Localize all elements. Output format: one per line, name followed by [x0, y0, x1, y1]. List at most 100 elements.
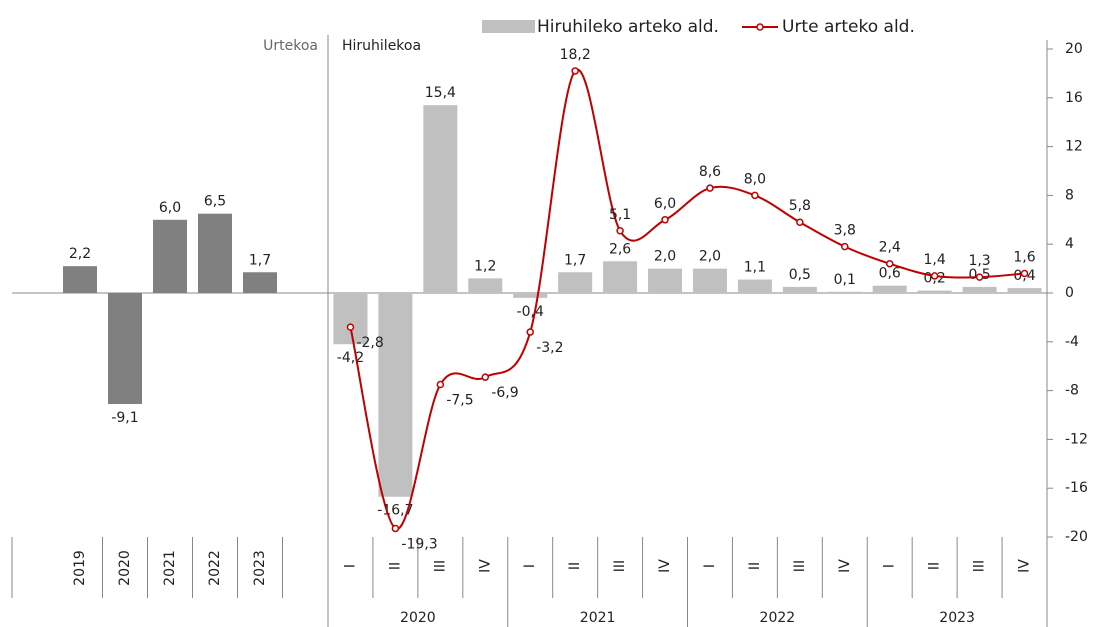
value-label: 1,6: [1013, 249, 1035, 265]
value-label: 0,1: [834, 272, 856, 288]
bar: [198, 213, 232, 293]
x-tick-label: IV: [477, 559, 493, 573]
x-tick-label: III: [792, 560, 808, 572]
x-tick-label: II: [927, 562, 943, 570]
point: [885, 259, 894, 268]
x-tick-label: III: [432, 560, 448, 572]
value-label: 0,6: [879, 266, 901, 282]
value-label: -9,1: [111, 410, 138, 426]
value-label: 15,4: [425, 85, 456, 101]
x-tick-label: IV: [657, 559, 673, 573]
point: [975, 273, 984, 281]
group-label: 2022: [760, 610, 796, 626]
x-tick-label: II: [747, 562, 763, 570]
value-label: 6,5: [204, 194, 226, 210]
value-label: -6,9: [491, 385, 518, 401]
panel-label: Urtekoa: [263, 38, 318, 54]
x-tick-label: I: [882, 564, 898, 568]
x-tick-label: I: [702, 564, 718, 568]
bar: [917, 290, 952, 293]
value-label: 6,0: [159, 200, 181, 216]
value-label: 5,1: [609, 207, 631, 223]
y-tick-label: 12: [1065, 139, 1083, 155]
point: [571, 67, 579, 75]
x-tick-label: II: [387, 562, 403, 570]
bar: [827, 291, 862, 293]
legend-swatch: [482, 20, 535, 33]
bar: [513, 293, 548, 298]
value-label: 18,2: [560, 47, 591, 63]
y-tick-label: -12: [1065, 431, 1088, 447]
point: [481, 373, 490, 381]
value-label: 2,2: [69, 246, 91, 262]
x-tick-label: IV: [837, 559, 853, 573]
x-tick-label: I: [342, 564, 358, 568]
bar: [603, 261, 638, 293]
panel-label: Hiruhilekoa: [342, 38, 421, 54]
point: [751, 191, 759, 200]
y-tick-label: 16: [1065, 90, 1083, 106]
bar: [153, 219, 187, 293]
x-tick-label: 2019: [72, 550, 88, 586]
value-label: -0,4: [517, 304, 544, 320]
bar: [962, 286, 997, 293]
point: [346, 323, 355, 331]
y-tick-label: -4: [1065, 334, 1079, 350]
bar: [333, 293, 368, 345]
bar: [243, 272, 277, 293]
value-label: -3,2: [536, 340, 563, 356]
bar: [782, 286, 817, 293]
value-label: 0,5: [789, 267, 811, 283]
value-label: 2,0: [699, 249, 721, 265]
bar: [692, 268, 727, 293]
point: [391, 524, 400, 533]
value-label: 1,7: [564, 252, 586, 268]
point: [616, 227, 624, 235]
x-tick-label: I: [522, 564, 538, 568]
value-label: -4,2: [337, 350, 364, 366]
x-tick-label: II: [567, 562, 583, 570]
value-label: 2,6: [609, 241, 631, 257]
group-label: 2020: [400, 610, 436, 626]
value-label: 1,2: [474, 258, 496, 274]
y-tick-label: -8: [1065, 383, 1079, 399]
point: [796, 218, 804, 226]
value-label: 1,4: [924, 252, 946, 268]
point: [930, 272, 939, 280]
legend-swatch: [756, 23, 764, 31]
y-tick-label: 8: [1065, 187, 1074, 203]
value-label: 8,0: [744, 171, 766, 187]
value-label: 8,6: [699, 164, 721, 180]
value-label: 2,4: [879, 240, 901, 256]
y-tick-label: 0: [1065, 285, 1074, 301]
bar: [737, 279, 772, 293]
point: [1020, 269, 1029, 278]
y-tick-label: -20: [1065, 529, 1088, 545]
value-label: 2,0: [654, 249, 676, 265]
x-tick-label: IV: [1017, 559, 1033, 573]
group-label: 2023: [939, 610, 975, 626]
bar: [872, 285, 907, 293]
bar: [423, 105, 458, 294]
value-label: 1,1: [744, 260, 766, 276]
value-label: 1,7: [249, 252, 271, 268]
point: [706, 184, 714, 192]
point: [436, 380, 445, 389]
bar: [468, 278, 503, 293]
value-label: -19,3: [401, 536, 437, 552]
legend-label: Hiruhileko arteko ald.: [537, 17, 719, 37]
bar: [1007, 288, 1042, 293]
value-label: 1,3: [968, 253, 990, 269]
x-tick-label: 2021: [162, 550, 178, 586]
value-label: -2,8: [356, 335, 383, 351]
x-tick-label: 2022: [207, 550, 223, 586]
y-tick-label: -16: [1065, 480, 1088, 496]
y-tick-label: 20: [1065, 41, 1083, 57]
point: [526, 328, 534, 336]
y-tick-label: 4: [1065, 236, 1074, 252]
x-tick-label: 2020: [117, 550, 133, 586]
value-label: -7,5: [446, 393, 473, 409]
bar: [648, 268, 683, 293]
value-label: 5,8: [789, 198, 811, 214]
